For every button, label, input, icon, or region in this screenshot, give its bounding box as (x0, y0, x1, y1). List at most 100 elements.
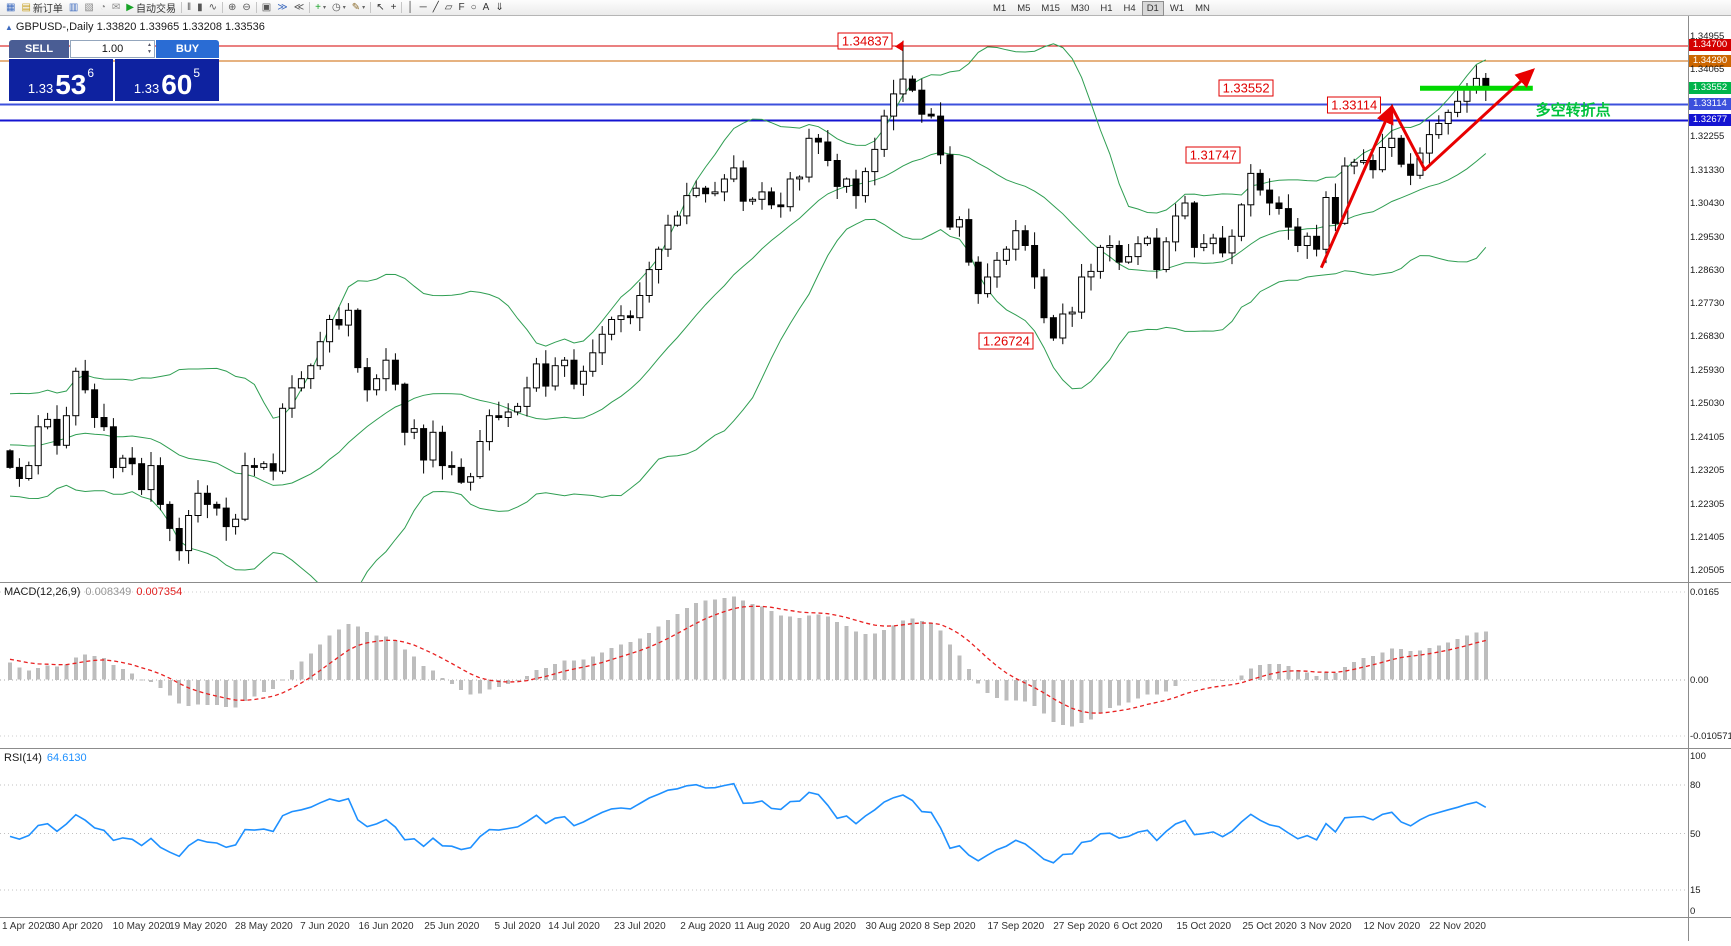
bar-chart-mode-icon[interactable]: ‖ (184, 1, 194, 15)
macd-scale-label: 0.00 (1690, 674, 1709, 686)
auto-scroll-icon[interactable]: ≫ (274, 1, 290, 15)
date-label: 1 Apr 2020 (2, 921, 51, 932)
timeframe-button-M15[interactable]: M15 (1041, 2, 1060, 14)
price-callout: 1.33114 (1327, 96, 1382, 113)
channel-icon[interactable]: ▱ (442, 1, 456, 15)
date-label: 25 Jun 2020 (424, 921, 480, 932)
cursor-icon[interactable]: ↖ (373, 1, 387, 15)
price-scale-label: 1.34955 (1690, 30, 1725, 42)
rsi-name: RSI(14) (4, 752, 42, 764)
buy-button[interactable]: BUY (156, 40, 219, 58)
volume-value: 1.00 (101, 43, 124, 55)
fibonacci-icon[interactable]: F (456, 1, 468, 15)
macd-label: MACD(12,26,9) 0.008349 0.007354 (4, 586, 187, 598)
toolbar-separator (401, 2, 403, 13)
sell-price-panel[interactable]: 1.33 53 6 (9, 59, 113, 101)
volume-input[interactable]: 1.00 ▲ ▼ (70, 40, 155, 58)
price-scale-label: 1.32255 (1690, 130, 1725, 142)
shapes-icon[interactable]: ○ (468, 1, 480, 15)
toolbar-separator (255, 2, 257, 13)
zoom-out-icon[interactable]: ⊖ (239, 1, 253, 15)
sell-button[interactable]: SELL (9, 40, 69, 58)
vertical-line-icon: │ (407, 1, 414, 13)
periods-icon[interactable]: ◷ ▾ (329, 1, 349, 15)
buy-price-big: 60 (161, 69, 193, 101)
text-tool-icon[interactable]: A (480, 1, 493, 15)
horizontal-line-icon[interactable]: ─ (417, 1, 430, 15)
volume-spinner: ▲ ▼ (147, 42, 152, 56)
alerts-icon: ◔ (99, 1, 106, 13)
volume-decrease-icon[interactable]: ▼ (147, 49, 152, 55)
sell-price-big: 53 (55, 69, 87, 101)
trendline-icon: ╱ (432, 1, 439, 13)
timeframe-button-M5[interactable]: M5 (1017, 2, 1031, 14)
line-chart-mode-icon[interactable]: ∿ (206, 1, 220, 15)
fibonacci-icon: F (458, 1, 465, 13)
symbol-ohlc-header: ▲ GBPUSD-,Daily 1.33820 1.33965 1.33208 1… (5, 21, 265, 33)
trend-note: 多空转折点 (1535, 102, 1611, 119)
trendline-icon[interactable]: ╱ (430, 1, 442, 15)
timeframe-button-M1[interactable]: M1 (993, 2, 1007, 14)
price-scale-label: 1.30430 (1690, 198, 1725, 210)
date-label: 2 Aug 2020 (680, 921, 731, 932)
date-label: 25 Oct 2020 (1242, 921, 1297, 932)
charts-icon[interactable]: ▥ (66, 1, 81, 15)
buy-price-small: 1.33 (133, 81, 160, 96)
price-callout: 1.26724 (978, 332, 1034, 350)
date-label: 27 Sep 2020 (1053, 921, 1110, 932)
date-label: 28 May 2020 (234, 921, 293, 932)
date-axis[interactable]: 1 Apr 2020 30 Apr 2020 10 May 2020 19 May 2… (0, 917, 1688, 941)
auto-trading-button[interactable]: ▶ 自动交易 (123, 1, 179, 16)
alerts-icon[interactable]: ◔ (97, 1, 109, 15)
price-scale[interactable]: 1.34955 1.34700 1.34290 1.34065 1.33552 1.331… (1689, 16, 1731, 917)
date-label: 10 May 2020 (112, 921, 171, 932)
chart-window-icon[interactable]: ▦ (3, 1, 18, 15)
date-label: 19 May 2020 (169, 921, 227, 932)
timeframe-bar: M1 M5 M15 M30 H1 H4 D1 W1 MN (988, 0, 1216, 16)
templates-icon[interactable]: ✎ ▾ (349, 1, 368, 15)
price-callout: 1.31747 (1185, 146, 1241, 164)
timeframe-button-MN[interactable]: MN (1195, 2, 1210, 14)
arrows-tool-icon[interactable]: ⇓ (492, 1, 506, 15)
profiles-icon[interactable]: ▧ (81, 1, 96, 15)
mailbox-icon[interactable]: ✉ (109, 1, 123, 15)
timeframe-button-W1[interactable]: W1 (1169, 2, 1185, 14)
periods-icon: ◷ (332, 1, 341, 13)
price-scale-tag: 1.34290 (1689, 54, 1731, 67)
price-scale-tag: 1.34700 (1689, 39, 1731, 52)
rsi-scale-label: 0 (1690, 906, 1696, 917)
date-label: 11 Aug 2020 (734, 921, 790, 932)
candlestick-mode-icon[interactable]: ▮ (194, 1, 206, 15)
vertical-line-icon[interactable]: │ (404, 1, 416, 15)
new-order-button[interactable]: ▤ 新订单 (18, 1, 65, 16)
macd-name: MACD(12,26,9) (4, 586, 81, 598)
volume-increase-icon[interactable]: ▲ (147, 42, 152, 48)
crosshair-icon[interactable]: + (388, 1, 400, 15)
timeframe-button-H1[interactable]: H1 (1100, 2, 1113, 14)
new-order-button-label: 新订单 (32, 4, 63, 15)
sell-price-sup: 6 (87, 66, 95, 80)
tile-windows-icon[interactable]: ▣ (259, 1, 274, 15)
auto-trading-icon: ▶ (126, 1, 134, 13)
zoom-in-icon[interactable]: ⊕ (225, 1, 239, 15)
templates-icon: ✎ (351, 1, 361, 13)
timeframe-button-M30[interactable]: M30 (1070, 2, 1090, 14)
date-label: 30 Apr 2020 (48, 921, 103, 932)
chart-shift-icon[interactable]: ≪ (291, 1, 307, 15)
timeframe-button-D1[interactable]: D1 (1141, 0, 1164, 16)
timeframe-button-H4[interactable]: H4 (1123, 2, 1136, 14)
date-label: 23 Jul 2020 (613, 921, 666, 932)
buy-price-sup: 5 (193, 66, 201, 80)
date-label: 15 Oct 2020 (1176, 921, 1232, 932)
dropdown-caret-icon: ▾ (342, 5, 346, 11)
indicators-add-icon: + (315, 1, 322, 13)
date-label: 14 Jul 2020 (548, 921, 600, 932)
macd-value-main: 0.008349 (85, 586, 132, 598)
cursor-icon: ↖ (376, 1, 385, 13)
indicators-add-icon[interactable]: + ▾ (312, 1, 329, 15)
buy-price-panel[interactable]: 1.33 60 5 (115, 59, 219, 101)
rsi-label: RSI(14) 64.6130 (4, 752, 92, 764)
auto-scroll-icon: ≫ (277, 1, 288, 13)
new-order-icon: ▤ (21, 1, 31, 13)
